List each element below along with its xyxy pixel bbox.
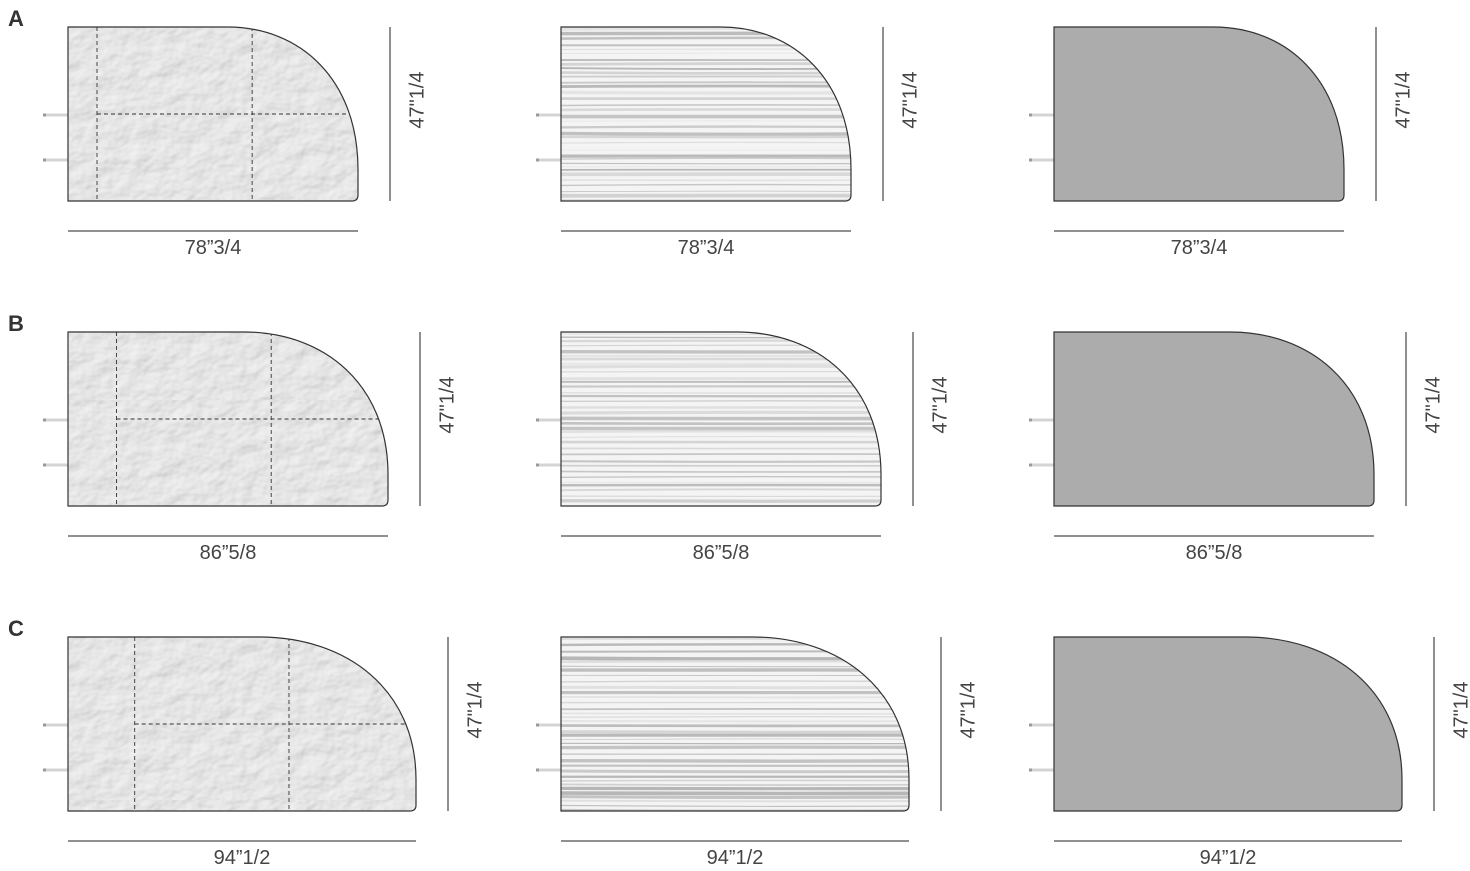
rows-layer: A 78”3/4 47"1/4 78”3/4 47"1/4 78”3/4 47"1/4 B 86… xyxy=(8,6,1470,869)
depth-dimension: 47"1/4 xyxy=(419,332,458,506)
seat-outline xyxy=(560,636,910,812)
stitch-seams xyxy=(134,637,416,811)
fabric-seat-shape xyxy=(68,332,388,506)
sofa-module-wood-grain: 86”5/8 47"1/4 xyxy=(536,331,951,564)
width-label: 78”3/4 xyxy=(185,237,242,259)
sofa-module-fabric: 78”3/4 47"1/4 xyxy=(43,26,428,259)
depth-label: 47"1/4 xyxy=(1450,682,1470,739)
solid-seat-shape xyxy=(1054,332,1374,506)
width-dimension: 86”5/8 xyxy=(68,535,388,564)
width-label: 86”5/8 xyxy=(200,542,257,564)
size-row-c: C 94”1/2 47"1/4 94”1/2 47"1/4 94”1/2 47"1/4 xyxy=(8,616,1470,869)
connector-pegs xyxy=(536,418,561,467)
stitch-seams xyxy=(96,27,358,201)
seat-outline xyxy=(67,636,417,812)
width-dimension: 86”5/8 xyxy=(561,535,881,564)
width-label: 78”3/4 xyxy=(1171,237,1228,259)
connector-pegs xyxy=(1029,418,1054,467)
width-dimension: 94”1/2 xyxy=(1054,840,1402,869)
row-label: A xyxy=(8,6,24,31)
depth-label: 47"1/4 xyxy=(1422,377,1444,434)
depth-dimension: 47"1/4 xyxy=(1405,332,1444,506)
depth-dimension: 47"1/4 xyxy=(912,332,951,506)
connector-pegs xyxy=(43,418,68,467)
solid-seat-shape xyxy=(1054,27,1344,201)
stitch-seams xyxy=(116,332,388,506)
sofa-module-solid-gray: 86”5/8 47"1/4 xyxy=(1029,331,1444,564)
sofa-module-fabric: 94”1/2 47"1/4 xyxy=(43,636,486,869)
connector-pegs xyxy=(536,723,561,772)
row-label: C xyxy=(8,616,24,641)
width-label: 94”1/2 xyxy=(707,847,764,869)
sofa-module-solid-gray: 94”1/2 47"1/4 xyxy=(1029,636,1470,869)
seat-outline xyxy=(1053,331,1375,507)
sofa-module-wood-grain: 78”3/4 47"1/4 xyxy=(536,26,921,259)
sofa-module-solid-gray: 78”3/4 47"1/4 xyxy=(1029,26,1414,259)
seat-outline xyxy=(1053,636,1403,812)
size-row-b: B 86”5/8 47"1/4 86”5/8 47"1/4 86”5/8 47"1/4 xyxy=(8,311,1444,564)
depth-dimension: 47"1/4 xyxy=(940,637,979,811)
width-label: 94”1/2 xyxy=(214,847,271,869)
connector-pegs xyxy=(1029,113,1054,162)
depth-label: 47"1/4 xyxy=(464,682,486,739)
depth-dimension: 47"1/4 xyxy=(1433,637,1470,811)
connector-pegs xyxy=(43,113,68,162)
width-label: 86”5/8 xyxy=(693,542,750,564)
width-dimension: 78”3/4 xyxy=(561,230,851,259)
sofa-module-wood-grain: 94”1/2 47"1/4 xyxy=(536,636,979,869)
sofa-module-fabric: 86”5/8 47"1/4 xyxy=(43,331,458,564)
row-label: B xyxy=(8,311,24,336)
depth-label: 47"1/4 xyxy=(1392,72,1414,129)
seat-outline xyxy=(560,26,852,202)
width-dimension: 94”1/2 xyxy=(561,840,909,869)
depth-label: 47"1/4 xyxy=(899,72,921,129)
depth-dimension: 47"1/4 xyxy=(447,637,486,811)
connector-pegs xyxy=(536,113,561,162)
width-label: 78”3/4 xyxy=(678,237,735,259)
depth-label: 47"1/4 xyxy=(406,72,428,129)
depth-label: 47"1/4 xyxy=(436,377,458,434)
width-dimension: 94”1/2 xyxy=(68,840,416,869)
wood-grain-lines xyxy=(561,27,851,201)
width-dimension: 78”3/4 xyxy=(68,230,358,259)
connector-pegs xyxy=(43,723,68,772)
width-label: 94”1/2 xyxy=(1200,847,1257,869)
seat-outline xyxy=(1053,26,1345,202)
size-row-a: A 78”3/4 47"1/4 78”3/4 47"1/4 78”3/4 47"1/4 xyxy=(8,6,1414,259)
depth-dimension: 47"1/4 xyxy=(389,27,428,201)
depth-dimension: 47"1/4 xyxy=(1375,27,1414,201)
solid-seat-shape xyxy=(1054,637,1402,811)
seat-outline xyxy=(67,331,389,507)
depth-dimension: 47"1/4 xyxy=(882,27,921,201)
width-dimension: 86”5/8 xyxy=(1054,535,1374,564)
depth-label: 47"1/4 xyxy=(929,377,951,434)
connector-pegs xyxy=(1029,723,1054,772)
seat-outline xyxy=(560,331,882,507)
seat-outline xyxy=(67,26,359,202)
width-label: 86”5/8 xyxy=(1186,542,1243,564)
depth-label: 47"1/4 xyxy=(957,682,979,739)
width-dimension: 78”3/4 xyxy=(1054,230,1344,259)
